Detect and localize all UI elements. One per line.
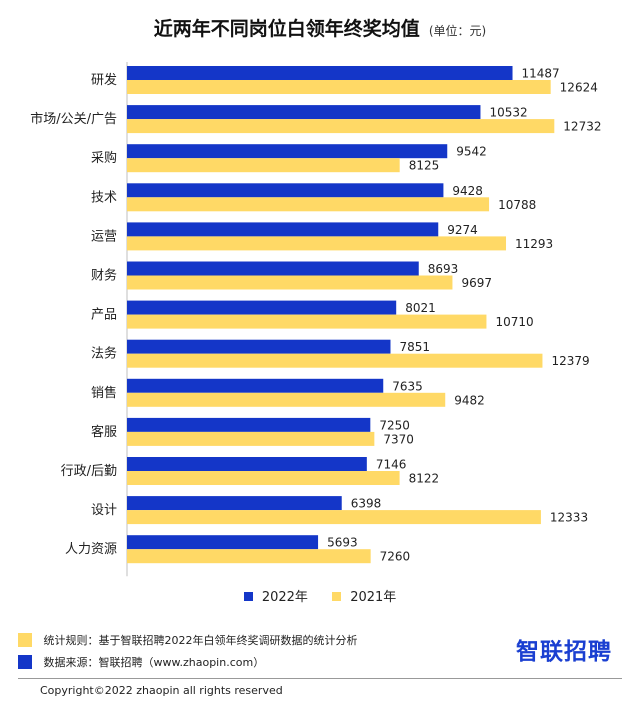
data-label-2022-4: 9274 [447, 223, 478, 237]
data-label-2022-7: 7851 [399, 340, 430, 354]
category-label-2: 采购 [91, 150, 117, 166]
bar-2022-8 [127, 378, 384, 393]
data-label-2022-12: 5693 [327, 536, 358, 550]
footer-divider [18, 678, 622, 679]
legend: 2022年 2021年 [0, 586, 640, 605]
data-label-2022-10: 7146 [376, 458, 407, 472]
bar-2021-11 [127, 510, 541, 525]
category-label-4: 运营 [91, 229, 117, 244]
data-label-2021-2: 8125 [409, 159, 440, 173]
category-label-11: 设计 [91, 503, 117, 518]
note-source: 数据来源：智联招聘（www.zhaopin.com） [18, 652, 358, 674]
data-label-2022-1: 10532 [489, 106, 527, 120]
bar-2021-8 [127, 392, 446, 407]
note-source-text: 数据来源：智联招聘（www.zhaopin.com） [43, 656, 265, 669]
category-label-8: 销售 [91, 385, 117, 401]
data-label-2022-0: 11487 [522, 67, 560, 81]
bar-2022-6 [127, 300, 397, 315]
bar-2021-9 [127, 431, 375, 446]
category-label-6: 产品 [91, 308, 117, 323]
data-label-2021-5: 9697 [461, 276, 492, 290]
data-label-2021-6: 10710 [495, 315, 533, 329]
bar-2022-5 [127, 261, 419, 276]
bar-2022-1 [127, 105, 481, 120]
bar-2021-3 [127, 197, 490, 212]
category-label-5: 财务 [91, 268, 117, 284]
bar-2021-1 [127, 119, 555, 134]
chart-title: 近两年不同岗位白领年终奖均值 [153, 18, 420, 40]
legend-label-2021: 2021年 [350, 590, 397, 605]
legend-swatch-2021 [332, 592, 342, 601]
bar-2022-11 [127, 496, 342, 511]
data-label-2022-5: 8693 [428, 262, 459, 276]
data-label-2021-7: 12379 [551, 354, 589, 368]
legend-swatch-2022 [243, 592, 253, 601]
data-label-2021-10: 8122 [409, 472, 440, 486]
bar-2021-2 [127, 158, 400, 173]
bar-2022-9 [127, 417, 371, 432]
legend-item-2021: 2021年 [332, 586, 396, 605]
bar-2022-2 [127, 144, 448, 159]
data-label-2022-8: 7635 [392, 379, 423, 393]
bar-2021-6 [127, 314, 487, 329]
bar-2021-7 [127, 353, 543, 368]
category-label-10: 行政/后勤 [61, 464, 117, 479]
category-label-12: 人力资源 [65, 542, 117, 557]
bar-2022-4 [127, 222, 439, 237]
unit-label: (单位：元) [428, 24, 487, 38]
note-rule-text: 统计规则：基于智联招聘2022年白领年终奖调研数据的统计分析 [43, 634, 358, 647]
category-label-1: 市场/公关/广告 [30, 111, 117, 127]
note-source-swatch [18, 655, 32, 669]
data-label-2021-3: 10788 [498, 198, 536, 212]
brand-logo: 智联招聘 [516, 639, 612, 665]
bar-2022-10 [127, 457, 367, 471]
notes: 统计规则：基于智联招聘2022年白领年终奖调研数据的统计分析 数据来源：智联招聘… [18, 630, 358, 674]
legend-item-2022: 2022年 [243, 586, 308, 605]
data-label-2022-3: 9428 [452, 184, 483, 198]
category-label-3: 技术 [91, 190, 117, 205]
data-label-2022-2: 9542 [456, 145, 487, 159]
bar-2021-12 [127, 549, 371, 564]
data-label-2021-1: 12732 [563, 120, 601, 134]
chart-title-block: 近两年不同岗位白领年终奖均值 (单位：元) [0, 14, 640, 41]
bar-2022-0 [127, 66, 513, 80]
data-label-2021-12: 7260 [380, 550, 411, 564]
copyright: Copyright©2022 zhaopin all rights reserv… [40, 684, 283, 697]
data-label-2021-9: 7370 [383, 432, 414, 446]
bar-2021-10 [127, 471, 400, 485]
bar-2022-7 [127, 339, 391, 354]
data-label-2022-11: 6398 [351, 497, 382, 511]
bar-2022-3 [127, 183, 444, 198]
note-rule-swatch [18, 633, 32, 647]
data-label-2021-0: 12624 [560, 81, 598, 95]
data-label-2022-6: 8021 [405, 301, 436, 315]
data-label-2022-9: 7250 [379, 418, 410, 432]
bar-2021-5 [127, 275, 453, 290]
legend-label-2022: 2022年 [261, 590, 308, 605]
bar-2022-12 [127, 535, 319, 550]
category-label-0: 研发 [91, 72, 117, 88]
bar-2021-4 [127, 236, 507, 251]
data-label-2021-11: 12333 [550, 511, 588, 525]
category-label-9: 客服 [91, 424, 117, 440]
data-label-2021-8: 9482 [454, 393, 485, 407]
note-rule: 统计规则：基于智联招聘2022年白领年终奖调研数据的统计分析 [18, 630, 358, 652]
bar-2021-0 [127, 80, 551, 94]
category-label-7: 法务 [91, 346, 117, 362]
data-label-2021-4: 11293 [515, 237, 553, 251]
